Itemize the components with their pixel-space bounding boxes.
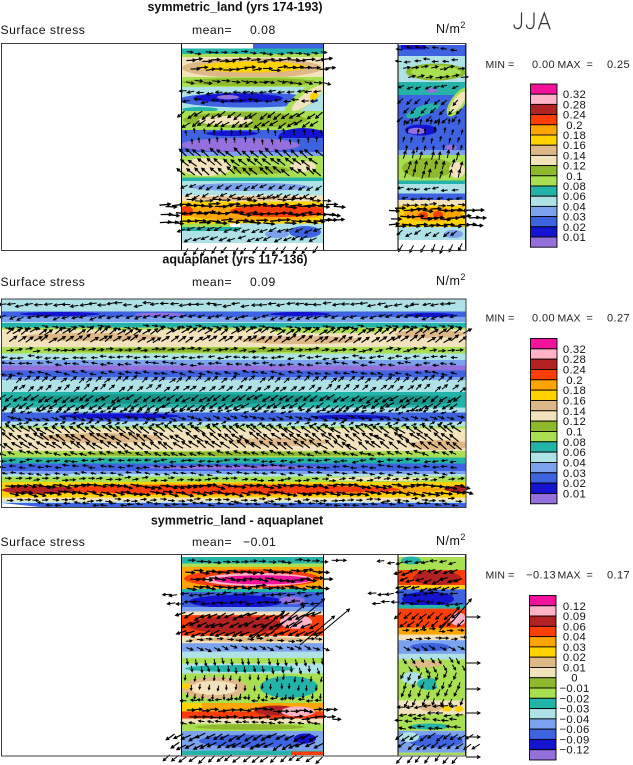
svg-text:0.28: 0.28 [563,354,586,366]
svg-text:0.01: 0.01 [563,488,586,500]
svg-text:N/m2: N/m2 [436,532,466,548]
svg-text:0.09: 0.09 [250,275,276,289]
svg-text:0.17: 0.17 [607,570,630,582]
svg-text:0.08: 0.08 [250,23,276,37]
svg-text:0.24: 0.24 [563,364,586,376]
svg-text:−0.01: −0.01 [243,535,276,549]
svg-text:0.25: 0.25 [607,59,630,71]
svg-text:MIN: MIN [486,313,506,325]
svg-text:0.09: 0.09 [563,611,586,623]
svg-text:0.18: 0.18 [563,130,586,142]
svg-text:mean=: mean= [192,23,232,37]
svg-text:−0.12: −0.12 [559,745,589,757]
svg-text:−0.02: −0.02 [559,693,589,705]
svg-text:0.16: 0.16 [563,140,586,152]
svg-text:0.02: 0.02 [563,478,586,490]
svg-text:0.02: 0.02 [563,222,586,234]
svg-text:0.14: 0.14 [563,150,586,162]
svg-text:MIN: MIN [486,59,506,71]
svg-text:0.18: 0.18 [563,385,586,397]
svg-text:=: = [587,313,593,325]
svg-text:0.00: 0.00 [532,59,555,71]
svg-text:Surface stress: Surface stress [1,23,86,37]
svg-text:0.08: 0.08 [563,437,586,449]
svg-text:0.16: 0.16 [563,395,586,407]
svg-text:Surface stress: Surface stress [1,275,86,289]
svg-text:=: = [508,313,514,325]
svg-text:0.03: 0.03 [563,468,586,480]
svg-text:0.12: 0.12 [563,416,586,428]
svg-text:MAX: MAX [558,570,581,582]
svg-text:mean=: mean= [192,535,232,549]
svg-text:MIN: MIN [486,570,506,582]
svg-text:0.2: 0.2 [566,120,583,132]
svg-text:0.1: 0.1 [566,426,583,438]
svg-text:0.03: 0.03 [563,642,586,654]
svg-text:0.24: 0.24 [563,110,586,122]
svg-text:Surface stress: Surface stress [1,535,86,549]
svg-text:aquaplanet (yrs 117-136): aquaplanet (yrs 117-136) [162,253,307,267]
svg-text:0.32: 0.32 [563,344,586,356]
svg-text:0.06: 0.06 [563,191,586,203]
svg-text:0.06: 0.06 [563,447,586,459]
svg-text:0.12: 0.12 [563,601,586,613]
svg-text:MAX: MAX [558,59,581,71]
svg-text:0.00: 0.00 [532,313,555,325]
svg-text:mean=: mean= [192,275,232,289]
svg-text:0.1: 0.1 [566,171,583,183]
svg-text:−0.06: −0.06 [559,724,589,736]
svg-text:0.2: 0.2 [566,375,583,387]
svg-text:0.03: 0.03 [563,212,586,224]
svg-text:=: = [587,570,593,582]
svg-text:N/m2: N/m2 [436,272,466,288]
svg-text:0.06: 0.06 [563,621,586,633]
svg-text:0.04: 0.04 [563,457,586,469]
svg-text:=: = [508,59,514,71]
svg-text:0.28: 0.28 [563,99,586,111]
svg-text:0.02: 0.02 [563,652,586,664]
svg-text:−0.03: −0.03 [559,704,589,716]
svg-text:0.01: 0.01 [563,232,586,244]
svg-text:0.08: 0.08 [563,181,586,193]
svg-text:0: 0 [571,673,578,685]
svg-text:0.04: 0.04 [563,201,586,213]
svg-text:=: = [587,59,593,71]
svg-text:0.12: 0.12 [563,161,586,173]
svg-text:0.32: 0.32 [563,89,586,101]
svg-text:0.04: 0.04 [563,632,586,644]
svg-text:−0.09: −0.09 [559,734,589,746]
svg-text:=: = [508,570,514,582]
svg-text:N/m2: N/m2 [436,20,466,36]
svg-text:0.01: 0.01 [563,662,586,674]
svg-text:0.27: 0.27 [607,313,630,325]
svg-text:−0.01: −0.01 [559,683,589,695]
svg-text:0.14: 0.14 [563,406,586,418]
svg-text:MAX: MAX [558,313,581,325]
svg-text:symmetric_land (yrs 174-193): symmetric_land (yrs 174-193) [147,0,322,14]
svg-text:symmetric_land - aquaplanet: symmetric_land - aquaplanet [151,514,324,528]
svg-text:−0.13: −0.13 [526,570,556,582]
svg-text:−0.04: −0.04 [559,714,589,726]
